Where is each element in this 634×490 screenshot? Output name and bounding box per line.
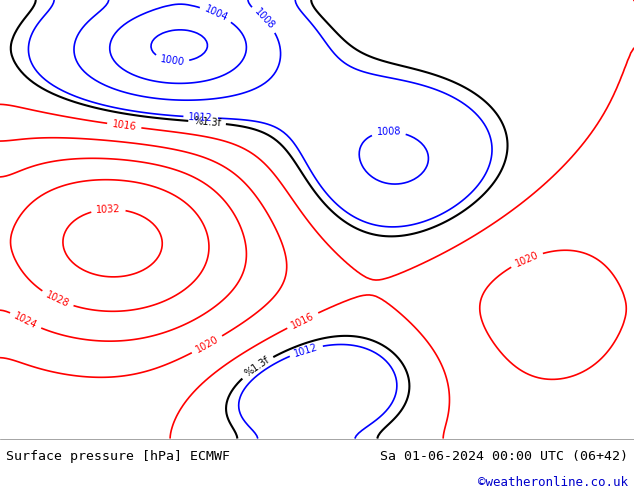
Text: 1020: 1020 (194, 334, 220, 355)
Text: %1.3f: %1.3f (243, 355, 271, 379)
Text: %1.3f: %1.3f (193, 116, 221, 128)
Text: ©weatheronline.co.uk: ©weatheronline.co.uk (477, 476, 628, 489)
Text: 1000: 1000 (159, 54, 185, 68)
Text: 1028: 1028 (44, 290, 70, 309)
Text: 1020: 1020 (514, 250, 540, 269)
Text: 1008: 1008 (252, 7, 276, 32)
Text: 1012: 1012 (188, 112, 213, 123)
Text: 1016: 1016 (290, 311, 316, 330)
Text: 1032: 1032 (96, 204, 121, 215)
Text: 1008: 1008 (377, 126, 401, 137)
Text: 1004: 1004 (203, 4, 229, 24)
Text: 1012: 1012 (293, 342, 320, 359)
Text: 1024: 1024 (12, 311, 39, 331)
Text: Sa 01-06-2024 00:00 UTC (06+42): Sa 01-06-2024 00:00 UTC (06+42) (380, 450, 628, 463)
Text: 1016: 1016 (112, 119, 137, 132)
Text: Surface pressure [hPa] ECMWF: Surface pressure [hPa] ECMWF (6, 450, 230, 463)
